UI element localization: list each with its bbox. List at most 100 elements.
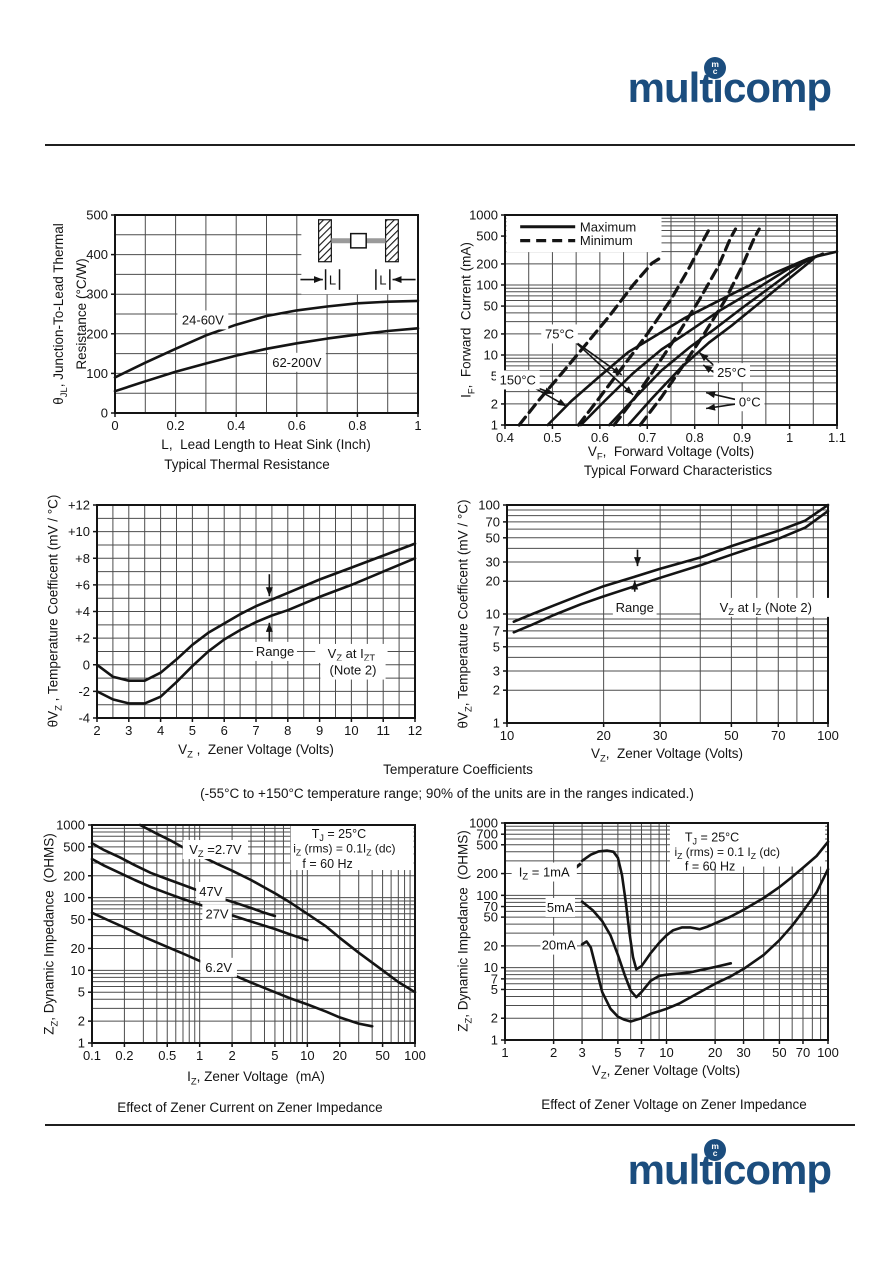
temp-coefficient-low-plot: 2 3 4 5 6 7 8 9 10 11 12 +12 +10 +8 +6 +4 +2 0 -2 -4 Range VZ… bbox=[68, 498, 422, 739]
svg-text:0.8: 0.8 bbox=[686, 430, 704, 445]
svg-text:50: 50 bbox=[375, 1048, 389, 1063]
svg-text:2: 2 bbox=[78, 1014, 85, 1029]
svg-text:iZ (rms) = 0.1 IZ (dc): iZ (rms) = 0.1 IZ (dc) bbox=[674, 845, 780, 861]
svg-text:75°C: 75°C bbox=[545, 326, 574, 341]
thermal-resistance-plot: L L0 0.2 0.4 0.6 0.8 1010020030040050024-60V62… bbox=[86, 208, 421, 434]
svg-text:0.8: 0.8 bbox=[348, 418, 366, 433]
svg-text:VZ at IZ (Note 2): VZ at IZ (Note 2) bbox=[720, 600, 812, 617]
svg-text:0.7: 0.7 bbox=[638, 430, 656, 445]
svg-text:25°C: 25°C bbox=[717, 365, 746, 380]
svg-text:100: 100 bbox=[817, 728, 839, 743]
impedance-vs-voltage-caption: Effect of Zener Voltage on Zener Impedan… bbox=[541, 1097, 807, 1112]
svg-text:50: 50 bbox=[724, 728, 738, 743]
curves bbox=[95, 542, 417, 705]
svg-text:7: 7 bbox=[252, 723, 259, 738]
svg-text:700: 700 bbox=[476, 827, 498, 842]
impedance-vs-voltage-plot: 1 2 3 5 7 10 20 30 50 70 1001257102050701002005007… bbox=[469, 816, 839, 1061]
tick-labels: 1 2 3 5 7 10 20 30 50 70 1001257102050701002005007… bbox=[469, 816, 839, 1061]
curves bbox=[580, 840, 830, 1023]
svg-text:20mA: 20mA bbox=[542, 938, 576, 953]
svg-text:70: 70 bbox=[486, 514, 500, 529]
impedance-vs-current-x-axis-label: IZ, Zener Voltage (mA) bbox=[187, 1069, 325, 1088]
svg-text:10: 10 bbox=[659, 1045, 673, 1060]
svg-text:10: 10 bbox=[486, 607, 500, 622]
svg-text:11: 11 bbox=[376, 723, 390, 738]
svg-text:1000: 1000 bbox=[469, 208, 498, 223]
svg-text:200: 200 bbox=[476, 866, 498, 881]
svg-text:70: 70 bbox=[771, 728, 785, 743]
svg-text:7: 7 bbox=[638, 1045, 645, 1060]
svg-text:7: 7 bbox=[493, 623, 500, 638]
svg-text:200: 200 bbox=[86, 326, 108, 341]
svg-text:VZ =2.7V: VZ =2.7V bbox=[189, 842, 242, 859]
svg-text:10: 10 bbox=[344, 723, 358, 738]
temp-coefficient-low-x-axis-label: VZ , Zener Voltage (Volts) bbox=[178, 742, 334, 761]
svg-text:+6: +6 bbox=[75, 577, 90, 592]
forward-characteristics-x-axis-label: VF, Forward Voltage (Volts) bbox=[587, 444, 755, 463]
svg-text:+10: +10 bbox=[68, 524, 90, 539]
multicomp-logo-bottom: multicomp m c bbox=[628, 1139, 832, 1208]
svg-text:+12: +12 bbox=[68, 498, 90, 513]
impedance-vs-current-caption: Effect of Zener Current on Zener Impedan… bbox=[117, 1100, 383, 1115]
svg-text:1.1: 1.1 bbox=[828, 430, 846, 445]
impedance-vs-voltage-x-axis-label: VZ, Zener Voltage (Volts) bbox=[591, 1063, 741, 1082]
emblem-letter-m: m bbox=[711, 1140, 719, 1151]
svg-text:VZ at IZT: VZ at IZT bbox=[328, 646, 376, 663]
svg-text:0.4: 0.4 bbox=[496, 430, 514, 445]
svg-text:30: 30 bbox=[653, 728, 667, 743]
svg-text:2: 2 bbox=[550, 1045, 557, 1060]
svg-text:TJ = 25°C: TJ = 25°C bbox=[312, 827, 366, 843]
svg-text:0.6: 0.6 bbox=[288, 418, 306, 433]
svg-text:4: 4 bbox=[157, 723, 164, 738]
svg-text:-2: -2 bbox=[78, 684, 90, 699]
svg-text:500: 500 bbox=[63, 839, 85, 854]
svg-text:L: L bbox=[329, 272, 336, 287]
svg-text:f = 60 Hz: f = 60 Hz bbox=[685, 859, 735, 873]
multicomp-emblem-icon: m c bbox=[703, 1139, 726, 1161]
svg-text:20: 20 bbox=[484, 326, 498, 341]
svg-text:70: 70 bbox=[796, 1045, 810, 1060]
svg-text:10: 10 bbox=[71, 963, 85, 978]
svg-text:Maximum: Maximum bbox=[580, 219, 636, 234]
svg-text:100: 100 bbox=[476, 278, 498, 293]
svg-text:8: 8 bbox=[284, 723, 291, 738]
svg-text:0.6: 0.6 bbox=[591, 430, 609, 445]
svg-text:2: 2 bbox=[93, 723, 100, 738]
svg-text:100: 100 bbox=[478, 498, 500, 513]
tick-labels: 2 3 4 5 6 7 8 9 10 11 12 +12 +10 +8 +6 +4 +2 0 -2 -4 bbox=[68, 498, 422, 739]
svg-text:(Note 2): (Note 2) bbox=[330, 663, 377, 678]
forward-characteristics-plot: 0.4 0.5 0.6 0.7 0.8 0.9 1 1.1 1 2 5 10 20 50 100 200 500… bbox=[469, 208, 846, 446]
svg-text:7: 7 bbox=[491, 971, 498, 986]
svg-text:5: 5 bbox=[271, 1048, 278, 1063]
svg-text:100: 100 bbox=[404, 1048, 426, 1063]
curves bbox=[517, 227, 839, 427]
svg-text:1: 1 bbox=[78, 1036, 85, 1051]
svg-text:3: 3 bbox=[578, 1045, 585, 1060]
svg-text:1: 1 bbox=[786, 430, 793, 445]
svg-text:1: 1 bbox=[414, 418, 421, 433]
svg-text:3: 3 bbox=[125, 723, 132, 738]
svg-text:2: 2 bbox=[491, 1011, 498, 1026]
emblem-letter-c: c bbox=[712, 1148, 718, 1158]
forward-characteristics-caption: Typical Forward Characteristics bbox=[583, 463, 773, 478]
svg-text:0.5: 0.5 bbox=[543, 430, 561, 445]
svg-text:62-200V: 62-200V bbox=[272, 355, 321, 370]
svg-text:100: 100 bbox=[63, 890, 85, 905]
svg-text:150°C: 150°C bbox=[500, 373, 536, 388]
svg-text:47V: 47V bbox=[199, 884, 222, 899]
tick-labels: 0.4 0.5 0.6 0.7 0.8 0.9 1 1.1 1 2 5 10 20 50 100 200 500… bbox=[469, 208, 846, 446]
svg-text:27V: 27V bbox=[205, 906, 228, 921]
tick-labels: 0 0.2 0.4 0.6 0.8 1 0 100 200 300 400 500 bbox=[86, 208, 421, 434]
svg-text:iZ (rms) = 0.1IZ (dc): iZ (rms) = 0.1IZ (dc) bbox=[293, 842, 395, 858]
svg-text:1000: 1000 bbox=[56, 818, 85, 833]
svg-text:12: 12 bbox=[408, 723, 422, 738]
svg-text:Range: Range bbox=[616, 600, 654, 615]
svg-text:20: 20 bbox=[708, 1045, 722, 1060]
svg-text:50: 50 bbox=[486, 530, 500, 545]
svg-text:0.2: 0.2 bbox=[115, 1048, 133, 1063]
svg-text:200: 200 bbox=[63, 868, 85, 883]
svg-text:2: 2 bbox=[228, 1048, 235, 1063]
svg-text:0.5: 0.5 bbox=[158, 1048, 176, 1063]
